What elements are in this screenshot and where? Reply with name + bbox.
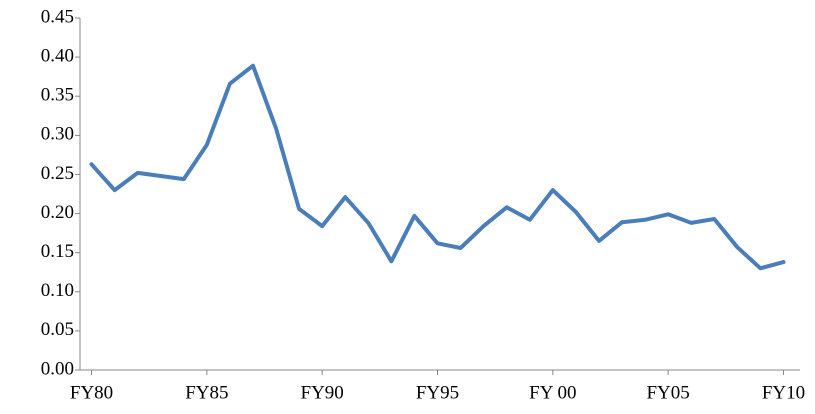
y-tick-label: 0.20 xyxy=(41,202,74,223)
x-tick-label: FY05 xyxy=(646,382,689,403)
x-tick-label: FY10 xyxy=(762,382,805,403)
x-tick-label: FY 00 xyxy=(529,382,576,403)
y-tick-label: 0.10 xyxy=(41,280,74,301)
y-tick-label: 0.35 xyxy=(41,85,74,106)
y-tick-label: 0.40 xyxy=(41,45,74,66)
x-tick-label: FY90 xyxy=(301,382,344,403)
x-tick-label: FY80 xyxy=(70,382,113,403)
y-tick-label: 0.25 xyxy=(41,163,74,184)
y-tick-label: 0.05 xyxy=(41,319,74,340)
y-tick-label: 0.45 xyxy=(41,6,74,27)
y-tick-label: 0.15 xyxy=(41,241,74,262)
x-tick-label: FY85 xyxy=(185,382,228,403)
y-tick-label: 0.30 xyxy=(41,124,74,145)
y-tick-label: 0.00 xyxy=(41,358,74,379)
line-series xyxy=(89,63,786,271)
x-tick-label: FY95 xyxy=(416,382,459,403)
